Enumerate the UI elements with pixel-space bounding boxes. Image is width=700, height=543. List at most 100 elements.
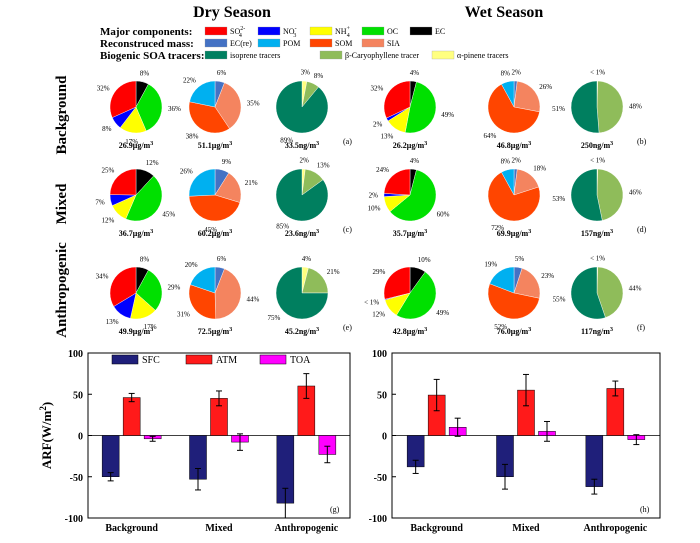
pie-wet-season-anthropogenic-reconstructed: 5% 23% 52% 19% 76.0μg/m3 [484, 255, 554, 336]
legend-label-pom: POM [283, 39, 300, 48]
pie-slice-label: 4% [302, 255, 312, 263]
pie-slice-label: 26% [180, 167, 193, 175]
pie-slice-label: 24% [376, 166, 389, 174]
pie-slice-label: 21% [327, 268, 340, 276]
pie-slice-label: 17% [125, 138, 138, 146]
y-tick-label: -50 [374, 473, 387, 484]
pie-wet-season-anthropogenic-major: 10% 49% 12% < 1% 29% 42.8μg/m3 [364, 256, 449, 336]
pie-slice-label: < 1% [590, 255, 605, 263]
pie-slice-label: 85% [276, 223, 289, 231]
pie-slice-label: 75% [267, 314, 280, 322]
pie-slice-label: 25% [102, 167, 115, 175]
legend-label-som: SOM [335, 39, 352, 48]
y-axis-label: ARF(W/m2) [38, 402, 54, 469]
row-label-background: Background [54, 75, 70, 155]
legend-swatch-pinene-tracers [431, 50, 455, 60]
pie-wet-season-mixed-tracers: < 1% 46% 53% 157ng/m3 [552, 157, 642, 239]
bar-chart-g: 100 50 0 -50 -100 Background Mixed Anthropogeni… [38, 349, 351, 534]
bar-sfc-background [101, 435, 120, 477]
pie-total-label: 157ng/m3 [581, 229, 613, 238]
pie-slice-label: < 1% [590, 157, 605, 165]
pie-total-label: 72.5μg/m3 [198, 327, 232, 336]
bar-legend-label-sfc: SFC [142, 355, 160, 366]
bar-legend-swatch-toa [259, 354, 287, 365]
legend-label-sia: SIA [387, 39, 400, 48]
pie-dry-season-mixed-major: 12% 45% 12% 7% 25% 36.7μg/m3 [95, 159, 175, 238]
legend-label-caryophyllene-tracer: β-Caryophyllene tracer [345, 51, 419, 60]
row-labels: Background Mixed Anthropogenic [54, 75, 70, 338]
legend-swatch-no3 [257, 26, 281, 36]
legend-label-ec: EC [435, 27, 445, 36]
pie-slice-oc [125, 175, 163, 222]
pie-slice-oc [389, 169, 437, 222]
pie-slice-label: 45% [162, 211, 175, 219]
wet-season-title: Wet Season [465, 4, 544, 21]
legend-row-label: Biogenic SOA tracers: [100, 50, 204, 62]
pie-slice-label: 53% [552, 195, 565, 203]
pie-dry-season-background-major: 8% 36% 17% 8% 32% 26.9μg/m3 [97, 70, 181, 150]
pie-slice-label: 45% [204, 226, 217, 234]
legend-swatch-so4-2 [204, 26, 228, 36]
pie-slice-isoprene-tracers [275, 80, 329, 134]
pie-total-label: 76.0μg/m3 [497, 327, 531, 336]
pie-slice-label: 8% [102, 125, 112, 133]
pie-slice-caryophyllene-tracer [596, 80, 624, 134]
pie-dry-season-anthropogenic-major: 8% 29% 17% 13% 34% 49.9μg/m3 [96, 256, 181, 336]
pie-slice-sia [513, 80, 541, 113]
pie-total-label: 23.6ng/m3 [285, 229, 319, 238]
pie-slice-pom [489, 266, 515, 294]
bar-charts: 100 50 0 -50 -100 Background Mixed Anthropogeni… [38, 349, 661, 534]
x-tick-label: Background [410, 523, 463, 534]
pie-slice-caryophyllene-tracer [596, 168, 624, 221]
pie-slice-label: 6% [217, 69, 227, 77]
pie-slice-label: 12% [146, 159, 159, 167]
pie-slice-label: 23% [541, 272, 554, 280]
pie-slice-sia [513, 268, 541, 299]
pie-slice-label: 29% [373, 268, 386, 276]
panel-letter: (d) [637, 225, 647, 234]
legend-label-isoprene-tracers: isoprene tracers [230, 51, 280, 60]
pie-slice-isoprene-tracers [570, 168, 603, 222]
pie-slice-label: 13% [380, 132, 393, 140]
panel-letter: (a) [343, 137, 352, 146]
pie-total-label: 250ng/m3 [581, 141, 613, 150]
bar-legend-swatch-sfc [111, 354, 139, 365]
pie-slice-label: 2% [300, 157, 310, 165]
pie-slice-label: 5% [515, 255, 525, 263]
pie-slice-label: 29% [168, 284, 181, 292]
pie-slice-label: 32% [371, 85, 384, 93]
pie-slice-som [487, 283, 540, 320]
pie-slice-label: 55% [553, 295, 566, 303]
panel-letter: (h) [640, 505, 650, 514]
pie-slice-label: 8% [140, 256, 150, 264]
legend-swatch-ec-re [204, 38, 228, 48]
y-tick-label: 0 [78, 432, 83, 443]
pie-slice-label: 21% [245, 179, 258, 187]
panel-letter: (c) [343, 225, 352, 234]
pie-wet-season-mixed-reconstructed: 2% 18% 72% 8% 69.9μg/m3 [487, 157, 546, 238]
pie-slice-label: 35% [247, 100, 260, 108]
bar-atm-background [122, 397, 141, 436]
pie-slice-label: 7% [95, 199, 105, 207]
legend-label-nh4: NH+ 4 [335, 26, 351, 39]
pie-total-label: 117ng/m3 [581, 327, 613, 336]
pie-slice-oc [135, 83, 163, 132]
pie-slice-label: 8% [501, 70, 511, 78]
pie-slice-label: 89% [280, 136, 293, 144]
pie-dry-season-mixed-tracers: 2% 13% 85%23.6ng/m3 [275, 157, 330, 238]
legend-row-label: Major components: [100, 26, 192, 38]
x-tick-label: Background [105, 523, 158, 534]
x-tick-label: Mixed [512, 523, 540, 534]
y-tick-label: -100 [369, 514, 387, 525]
legend-label-oc: OC [387, 27, 398, 36]
y-tick-label: 50 [73, 390, 83, 401]
pie-dry-season-mixed-reconstructed: 9% 21% 45% 26% 60.2μg/m3 [180, 158, 258, 238]
panel-letter: (e) [343, 323, 352, 332]
pie-total-label: 69.9μg/m3 [497, 229, 531, 238]
pie-slice-label: 44% [629, 284, 642, 292]
pie-slice-som [487, 171, 541, 222]
pie-slice-label: 17% [144, 323, 157, 331]
pie-total-label: 26.9μg/m3 [119, 141, 153, 150]
legend-label-so4-2: SO2-4 [230, 26, 245, 39]
pie-slice-som [188, 194, 241, 222]
